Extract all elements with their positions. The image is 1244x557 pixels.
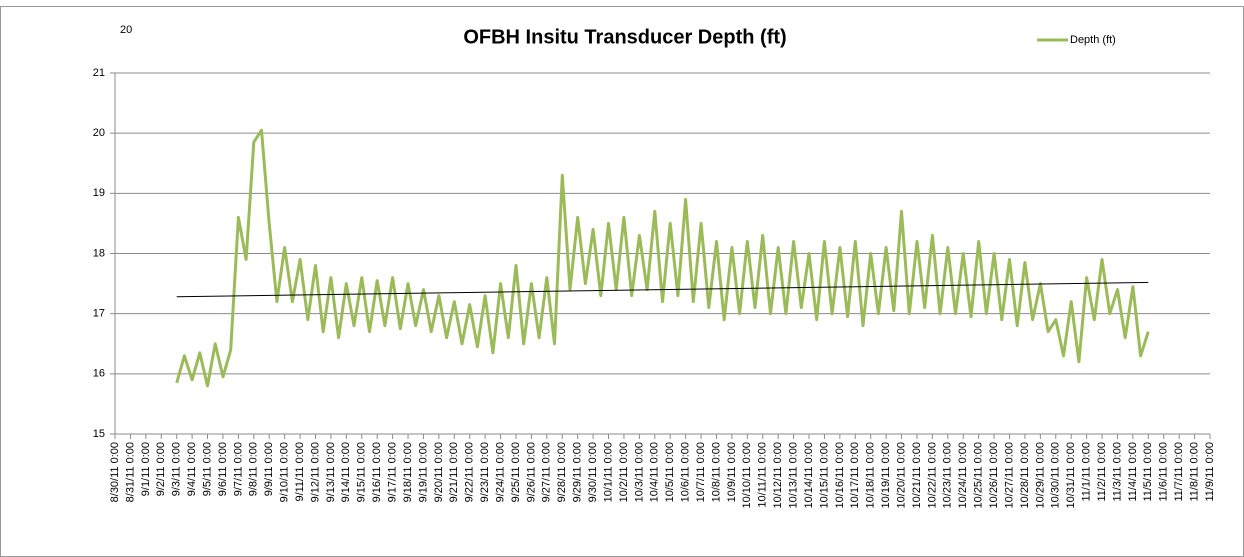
x-tick-label: 11/2/11 0:00 xyxy=(1096,442,1108,502)
x-tick-label: 9/15/11 0:00 xyxy=(356,442,368,502)
x-tick-label: 9/8/11 0:00 xyxy=(248,442,260,496)
x-tick-label: 9/18/11 0:00 xyxy=(402,442,414,502)
x-tick-label: 9/9/11 0:00 xyxy=(263,442,275,496)
trend-line xyxy=(176,281,1149,298)
x-tick-label: 10/16/11 0:00 xyxy=(834,442,846,508)
x-tick-label: 9/7/11 0:00 xyxy=(232,442,244,496)
x-tick-label: 11/3/11 0:00 xyxy=(1111,442,1123,502)
x-tick-label: 9/16/11 0:00 xyxy=(371,442,383,502)
x-tick-label: 10/21/11 0:00 xyxy=(911,442,923,508)
y-tick-label: 18 xyxy=(93,247,105,259)
x-tick-label: 9/19/11 0:00 xyxy=(417,442,429,502)
annotation: 20 xyxy=(120,24,132,36)
x-tick-label: 10/13/11 0:00 xyxy=(787,442,799,508)
data-line xyxy=(175,128,1150,388)
x-tick-label: 11/7/11 0:00 xyxy=(1173,442,1185,502)
x-tick-label: 9/21/11 0:00 xyxy=(448,442,460,502)
x-tick-label: 9/1/11 0:00 xyxy=(140,442,152,496)
x-tick-label: 10/19/11 0:00 xyxy=(880,442,892,508)
x-tick-label: 9/20/11 0:00 xyxy=(433,442,445,502)
x-tick-label: 10/7/11 0:00 xyxy=(695,442,707,502)
y-tick-label: 15 xyxy=(93,428,105,440)
x-tick-label: 10/26/11 0:00 xyxy=(988,442,1000,508)
x-tick-label: 9/5/11 0:00 xyxy=(201,442,213,496)
x-tick-label: 9/13/11 0:00 xyxy=(325,442,337,502)
x-tick-label: 11/1/11 0:00 xyxy=(1081,442,1093,502)
x-tick-label: 11/9/11 0:00 xyxy=(1204,442,1216,502)
x-tick-label: 11/6/11 0:00 xyxy=(1158,442,1170,502)
x-tick-label: 10/25/11 0:00 xyxy=(973,442,985,508)
x-tick-label: 10/6/11 0:00 xyxy=(680,442,692,502)
x-tick-label: 9/2/11 0:00 xyxy=(155,442,167,496)
x-tick-label: 10/8/11 0:00 xyxy=(710,442,722,502)
x-tick-label: 10/22/11 0:00 xyxy=(926,442,938,508)
x-tick-label: 9/25/11 0:00 xyxy=(510,442,522,502)
x-tick-label: 9/24/11 0:00 xyxy=(494,442,506,502)
x-tick-label: 9/23/11 0:00 xyxy=(479,442,491,502)
x-tick-label: 9/11/11 0:00 xyxy=(294,442,306,502)
x-tick-label: 10/29/11 0:00 xyxy=(1034,442,1046,508)
x-tick-label: 8/30/11 0:00 xyxy=(109,442,121,502)
x-tick-label: 9/3/11 0:00 xyxy=(171,442,183,496)
x-tick-label: 9/27/11 0:00 xyxy=(541,442,553,502)
x-tick-label: 10/9/11 0:00 xyxy=(726,442,738,502)
x-tick-label: 9/6/11 0:00 xyxy=(217,442,229,496)
x-tick-label: 10/15/11 0:00 xyxy=(818,442,830,508)
x-tick-label: 10/18/11 0:00 xyxy=(865,442,877,508)
x-tick-label: 10/20/11 0:00 xyxy=(895,442,907,508)
chart-frame xyxy=(0,6,1244,557)
x-tick-label: 11/5/11 0:00 xyxy=(1142,442,1154,502)
x-tick-label: 10/5/11 0:00 xyxy=(664,442,676,502)
y-tick-label: 20 xyxy=(93,127,105,139)
x-tick-label: 9/17/11 0:00 xyxy=(387,442,399,502)
x-tick-label: 10/31/11 0:00 xyxy=(1065,442,1077,508)
x-tick-label: 10/27/11 0:00 xyxy=(1003,442,1015,508)
x-tick-label: 10/24/11 0:00 xyxy=(957,442,969,508)
x-tick-label: 11/4/11 0:00 xyxy=(1127,442,1139,502)
y-tick-label: 19 xyxy=(93,187,105,199)
x-tick-label: 9/28/11 0:00 xyxy=(556,442,568,502)
x-tick-label: 10/2/11 0:00 xyxy=(618,442,630,502)
x-tick-label: 9/26/11 0:00 xyxy=(525,442,537,502)
x-tick-label: 9/14/11 0:00 xyxy=(340,442,352,502)
y-tick-label: 16 xyxy=(93,368,105,380)
x-tick-label: 10/4/11 0:00 xyxy=(649,442,661,502)
x-tick-label: 11/8/11 0:00 xyxy=(1188,442,1200,502)
x-tick-label: 9/22/11 0:00 xyxy=(464,442,476,502)
x-tick-label: 10/1/11 0:00 xyxy=(602,442,614,502)
x-tick-label: 9/30/11 0:00 xyxy=(587,442,599,502)
x-tick-label: 9/12/11 0:00 xyxy=(309,442,321,502)
x-tick-label: 9/10/11 0:00 xyxy=(279,442,291,502)
x-tick-label: 10/23/11 0:00 xyxy=(942,442,954,508)
x-tick-label: 9/29/11 0:00 xyxy=(572,442,584,502)
y-tick-label: 21 xyxy=(93,67,105,79)
x-tick-label: 10/11/11 0:00 xyxy=(757,442,769,508)
x-tick-label: 10/14/11 0:00 xyxy=(803,442,815,508)
x-tick-label: 10/10/11 0:00 xyxy=(741,442,753,508)
x-tick-label: 10/3/11 0:00 xyxy=(633,442,645,502)
x-tick-label: 10/28/11 0:00 xyxy=(1019,442,1031,508)
x-tick-label: 10/12/11 0:00 xyxy=(772,442,784,508)
y-tick-label: 17 xyxy=(93,308,105,320)
x-tick-label: 9/4/11 0:00 xyxy=(186,442,198,496)
chart-title: OFBH Insitu Transducer Depth (ft) xyxy=(463,26,786,48)
legend-label: Depth (ft) xyxy=(1070,34,1116,46)
x-tick-label: 10/30/11 0:00 xyxy=(1050,442,1062,508)
x-tick-label: 10/17/11 0:00 xyxy=(849,442,861,508)
x-tick-label: 8/31/11 0:00 xyxy=(124,442,136,502)
